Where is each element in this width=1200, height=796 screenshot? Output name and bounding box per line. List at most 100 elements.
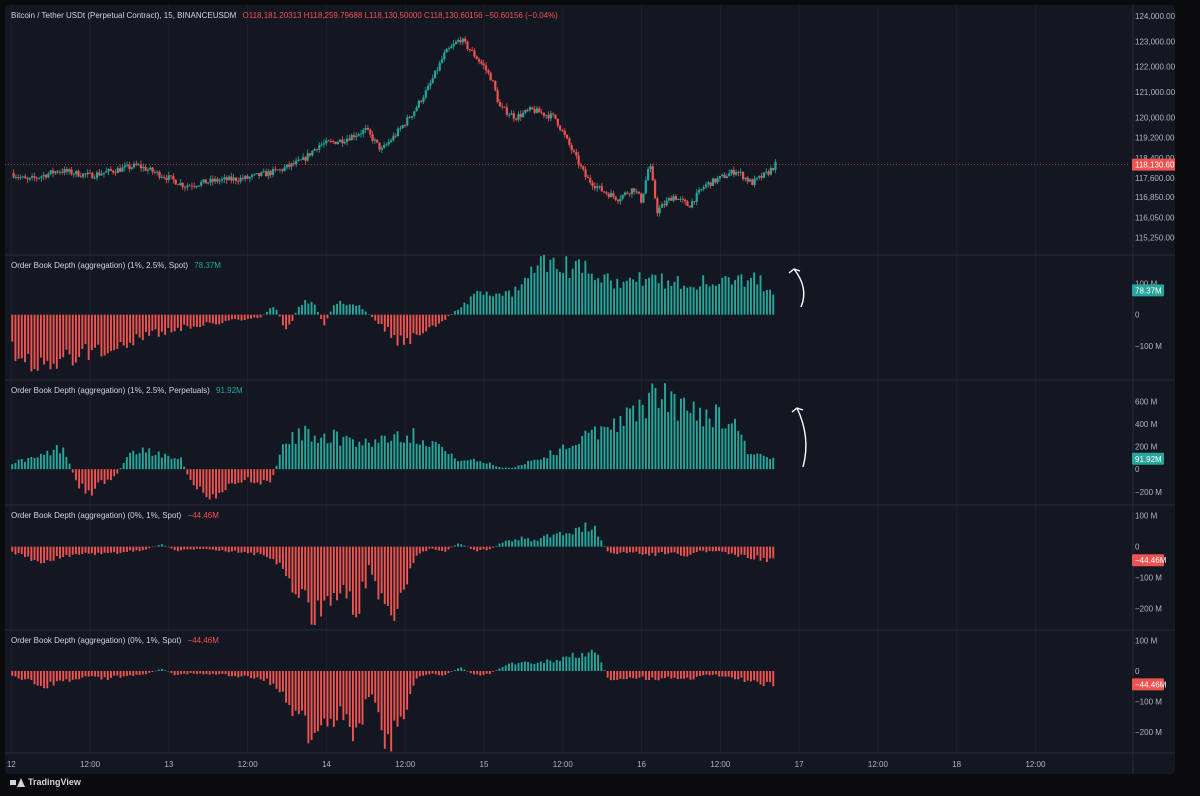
time-axis-label-12: 18 <box>952 760 961 769</box>
pane4-bar <box>670 670 673 679</box>
pane2-bar <box>345 435 348 470</box>
pane2-legend[interactable]: Order Book Depth (aggregation) (1%, 2.5%… <box>11 386 243 395</box>
candle-body <box>193 186 196 188</box>
pane2-bar <box>765 457 768 470</box>
pane2-bar <box>364 438 367 470</box>
candle-body <box>77 170 80 177</box>
pane1-bar <box>390 314 393 338</box>
chart-container[interactable]: 124,000.00000 123,000.00000 122,000.00000 1… <box>5 5 1175 774</box>
pane1-bar <box>450 313 453 315</box>
pane1-bar <box>689 286 692 315</box>
pane1-bar <box>670 286 673 315</box>
pane1-bar <box>581 272 584 315</box>
tradingview-logo[interactable]: TradingView <box>10 777 81 787</box>
main-legend[interactable]: Bitcoin / Tether USDt (Perpetual Contrac… <box>11 11 558 20</box>
pane1-bar <box>100 314 103 357</box>
pane1-bar <box>246 314 249 319</box>
candle-body <box>772 167 775 170</box>
pane1-bar <box>285 314 288 330</box>
pane3-bar <box>412 546 415 563</box>
pane4-bar <box>492 670 495 672</box>
pane4-bar <box>167 670 170 672</box>
pane4-bar <box>514 664 517 671</box>
pane2-bar <box>132 450 135 470</box>
pane3-bar <box>708 546 711 551</box>
symbol-title: Bitcoin / Tether USDt (Perpetual Contrac… <box>11 11 237 20</box>
pane4-bar <box>402 670 405 720</box>
pane3-bar <box>113 546 116 553</box>
pane1-bar <box>584 260 587 315</box>
pane1-bar <box>543 254 545 315</box>
pane1-bar <box>434 314 437 327</box>
candle-body <box>464 38 467 42</box>
candle-body <box>290 163 293 167</box>
pane3-bar <box>667 546 670 554</box>
candle-body <box>61 171 64 173</box>
candle-body <box>579 164 583 167</box>
pane2-bar <box>409 442 412 470</box>
pane1-bar <box>552 257 555 315</box>
pane4-bar <box>74 670 77 680</box>
pane1-bar <box>488 295 491 315</box>
pane4-bar <box>590 649 593 671</box>
pane4-tick-label-1: 0 <box>1135 667 1140 676</box>
pane4-bar <box>660 670 663 679</box>
candle-body <box>616 199 620 202</box>
candle-body <box>248 176 251 179</box>
pane1-bar <box>530 266 533 315</box>
candle-body <box>591 182 594 187</box>
pane1-legend[interactable]: Order Book Depth (aggregation) (1%, 2.5%… <box>11 261 221 270</box>
pane4-legend[interactable]: Order Book Depth (aggregation) (0%, 1%, … <box>11 636 219 645</box>
pane1-bar <box>759 275 762 315</box>
pane3-bar <box>641 546 644 555</box>
pane1-bar <box>587 273 590 315</box>
pane2-bar <box>148 448 151 470</box>
pane2-bar <box>600 426 603 470</box>
candle-body <box>176 184 180 186</box>
candle-body <box>433 70 437 79</box>
pane3-bar <box>78 546 81 555</box>
pane1-bar <box>597 278 600 315</box>
pane4-value: −44.46M <box>187 636 219 645</box>
pane3-bar <box>453 545 456 547</box>
pane3-bar <box>195 546 198 549</box>
chart-canvas[interactable]: 124,000.00000 123,000.00000 122,000.00000 1… <box>5 5 1175 774</box>
pane4-bar <box>221 670 224 674</box>
candle-body <box>387 141 390 145</box>
pane4-bar <box>466 670 469 672</box>
pane2-bar <box>358 441 361 470</box>
candle-body <box>709 182 712 186</box>
candle-body <box>739 172 742 173</box>
pane2-bar <box>301 440 303 470</box>
pane2-bar <box>606 427 609 470</box>
candle-body <box>417 100 420 108</box>
pane2-bar <box>558 448 561 470</box>
candle-body <box>14 177 18 178</box>
pane2-bar <box>275 465 278 470</box>
candle-body <box>471 50 474 51</box>
candle-body <box>28 177 31 180</box>
candle-body <box>619 198 622 202</box>
pane2-bar <box>495 466 498 470</box>
pane4-bar <box>288 670 291 705</box>
pane3-bar <box>122 546 125 553</box>
pane3-bar <box>587 531 590 547</box>
pane3-bar <box>753 546 756 560</box>
candle-body <box>420 100 423 102</box>
pane4-bar <box>30 670 33 681</box>
pane1-bar <box>718 284 721 315</box>
pane3-bar <box>616 546 619 555</box>
pane2-bar <box>39 453 42 470</box>
pane3-bar <box>721 546 724 552</box>
pane4-bar <box>304 670 307 716</box>
candle-body <box>508 114 511 116</box>
pane3-bar <box>20 546 23 555</box>
pane3-legend[interactable]: Order Book Depth (aggregation) (0%, 1%, … <box>11 511 219 520</box>
candle-body <box>31 176 34 178</box>
candle-body <box>70 169 73 175</box>
pane2-bar <box>727 424 730 470</box>
pane1-bar <box>138 314 141 338</box>
candle-body <box>371 134 374 141</box>
pane1-bar <box>14 314 17 361</box>
pane1-bar <box>192 314 195 327</box>
